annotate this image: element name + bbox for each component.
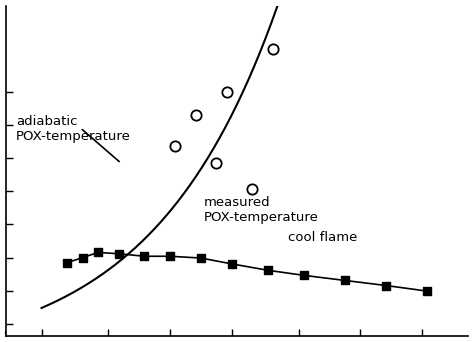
Point: [197, 255, 205, 261]
Point: [166, 253, 174, 259]
Point: [423, 288, 431, 294]
Point: [94, 250, 102, 255]
Point: [223, 89, 230, 95]
Text: adiabatic
POX-temperature: adiabatic POX-temperature: [16, 115, 131, 143]
Point: [141, 253, 148, 259]
Point: [300, 273, 308, 278]
Point: [249, 186, 256, 192]
Point: [192, 112, 200, 118]
Point: [115, 251, 122, 256]
Point: [213, 161, 220, 166]
Point: [79, 255, 86, 260]
Point: [228, 261, 236, 267]
Point: [383, 283, 390, 288]
Point: [341, 278, 349, 283]
Point: [269, 46, 277, 52]
Point: [64, 260, 71, 265]
Point: [264, 267, 272, 273]
Text: measured
POX-temperature: measured POX-temperature: [203, 196, 319, 224]
Point: [172, 143, 179, 148]
Text: cool flame: cool flame: [289, 231, 358, 244]
